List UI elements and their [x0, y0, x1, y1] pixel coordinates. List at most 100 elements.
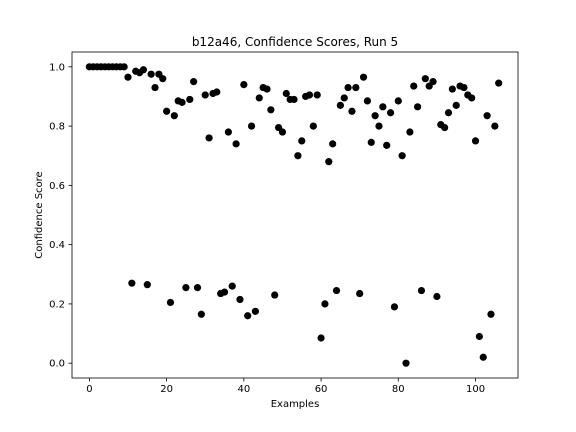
- data-point: [344, 83, 352, 92]
- data-point: [340, 94, 348, 102]
- data-point: [329, 140, 337, 148]
- y-tick-label: 1.0: [49, 62, 65, 73]
- data-point: [290, 95, 298, 104]
- data-point: [232, 140, 240, 148]
- data-point: [139, 66, 148, 74]
- data-point: [363, 97, 372, 105]
- data-point: [190, 78, 198, 86]
- y-tick-label: 0.8: [49, 122, 65, 133]
- plot-area-frame: [71, 51, 519, 379]
- data-point: [220, 288, 229, 296]
- data-point: [421, 75, 429, 83]
- data-point: [263, 85, 271, 93]
- data-point: [251, 307, 260, 315]
- data-point: [495, 79, 503, 87]
- data-point: [205, 134, 213, 142]
- data-point: [244, 312, 252, 320]
- data-point: [213, 88, 221, 96]
- data-point: [186, 95, 194, 104]
- data-point: [491, 122, 499, 130]
- x-tick-label: 20: [160, 384, 173, 395]
- x-tick-label: 80: [392, 384, 405, 395]
- data-point: [444, 109, 453, 117]
- data-point: [325, 158, 333, 166]
- data-point: [282, 89, 290, 98]
- x-axis-label: Examples: [271, 399, 320, 410]
- data-point: [197, 310, 205, 318]
- data-point: [375, 122, 383, 130]
- data-point: [271, 291, 279, 299]
- data-point: [433, 292, 441, 301]
- data-point: [147, 70, 155, 78]
- data-point: [475, 332, 483, 341]
- x-tick-label: 100: [466, 384, 485, 395]
- data-point: [247, 122, 256, 130]
- data-point: [298, 137, 306, 145]
- data-point: [170, 112, 178, 120]
- data-point: [240, 81, 248, 89]
- data-points: [85, 63, 503, 367]
- data-point: [143, 281, 151, 289]
- data-point: [313, 91, 321, 99]
- data-point: [124, 73, 132, 81]
- x-tick-label: 40: [237, 384, 250, 395]
- data-point: [371, 112, 379, 120]
- data-point: [390, 303, 399, 311]
- data-point: [120, 63, 128, 71]
- data-point: [460, 83, 468, 92]
- x-tick-label: 0: [86, 384, 92, 395]
- data-point: [166, 298, 175, 307]
- data-point: [356, 289, 364, 298]
- data-point: [417, 286, 426, 295]
- data-point: [402, 359, 410, 367]
- data-point: [228, 282, 236, 290]
- data-point: [224, 128, 232, 136]
- data-point: [163, 107, 171, 115]
- data-point: [359, 73, 368, 81]
- data-point: [332, 286, 341, 295]
- data-point: [321, 300, 329, 308]
- data-point: [336, 101, 344, 109]
- axis-ticks: 0 20 40 60 80 100 0.0 0.2 0.4 0.6 0.8 1.0: [49, 62, 485, 395]
- data-point: [398, 152, 406, 160]
- data-point: [309, 122, 317, 130]
- y-axis-label: Confidence Score: [34, 171, 45, 258]
- chart-title: b12a46, Confidence Scores, Run 5: [192, 35, 398, 49]
- data-point: [278, 128, 287, 136]
- data-point: [379, 103, 387, 111]
- data-point: [151, 83, 159, 92]
- data-point: [483, 112, 491, 120]
- data-point: [468, 94, 476, 102]
- data-point: [394, 97, 402, 105]
- data-point: [201, 91, 209, 99]
- data-point: [294, 152, 302, 160]
- data-point: [159, 75, 167, 83]
- y-tick-label: 0.2: [49, 299, 65, 310]
- data-point: [193, 284, 202, 292]
- data-point: [305, 91, 314, 99]
- y-tick-label: 0.4: [49, 240, 65, 251]
- data-point: [414, 103, 422, 111]
- data-point: [128, 279, 136, 287]
- data-point: [410, 82, 418, 90]
- data-point: [452, 101, 460, 109]
- data-point: [317, 334, 325, 342]
- data-point: [267, 106, 275, 114]
- data-point: [182, 284, 190, 292]
- data-point: [429, 78, 437, 86]
- data-point: [386, 109, 395, 117]
- data-point: [352, 83, 360, 92]
- data-point: [383, 141, 391, 149]
- x-tick-label: 60: [315, 384, 328, 395]
- data-point: [367, 138, 375, 146]
- y-tick-label: 0.6: [49, 181, 65, 192]
- data-point: [448, 85, 456, 93]
- data-point: [441, 123, 449, 132]
- data-point: [255, 94, 263, 102]
- data-point: [178, 98, 186, 106]
- y-tick-label: 0.0: [49, 359, 65, 370]
- data-point: [406, 128, 414, 136]
- data-point: [487, 310, 495, 318]
